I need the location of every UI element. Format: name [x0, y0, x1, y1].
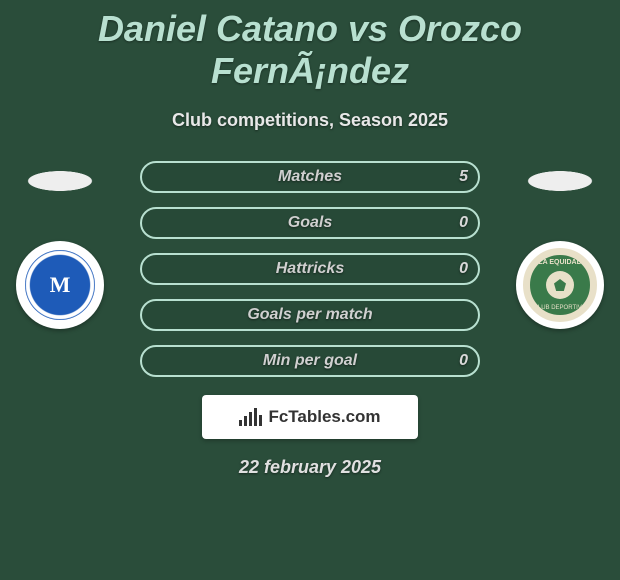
player-right-column: LA EQUIDAD CLUB DEPORTIVO [510, 161, 610, 329]
stat-label: Matches [278, 168, 342, 186]
equidad-logo-bottom-text: CLUB DEPORTIVO [534, 305, 587, 311]
stat-row-goals: Goals 0 [140, 207, 480, 239]
bar-icon-bar [259, 415, 262, 426]
stat-right-value: 5 [459, 168, 468, 186]
stat-right-value: 0 [459, 352, 468, 370]
player-right-photo-placeholder [510, 161, 610, 201]
stat-label: Goals per match [247, 306, 372, 324]
comparison-date: 22 february 2025 [0, 457, 620, 478]
comparison-content: M LA EQUIDAD CLUB DEPORTIVO Matches 5 Go… [0, 161, 620, 478]
stat-right-value: 0 [459, 260, 468, 278]
branding-badge: FcTables.com [202, 395, 418, 439]
player-left-photo-placeholder [10, 161, 110, 201]
millonarios-logo: M [25, 250, 95, 320]
comparison-subtitle: Club competitions, Season 2025 [0, 110, 620, 131]
bar-icon-bar [239, 420, 242, 426]
club-logo-right: LA EQUIDAD CLUB DEPORTIVO [516, 241, 604, 329]
stat-row-min-per-goal: Min per goal 0 [140, 345, 480, 377]
branding-text: FcTables.com [268, 407, 380, 427]
stat-row-hattricks: Hattricks 0 [140, 253, 480, 285]
bar-icon-bar [254, 408, 257, 426]
stat-label: Hattricks [276, 260, 344, 278]
stat-row-goals-per-match: Goals per match [140, 299, 480, 331]
club-logo-left: M [16, 241, 104, 329]
equidad-logo: LA EQUIDAD CLUB DEPORTIVO [523, 248, 597, 322]
bar-icon-bar [249, 412, 252, 426]
stat-row-matches: Matches 5 [140, 161, 480, 193]
bar-chart-icon [239, 408, 262, 426]
comparison-title: Daniel Catano vs Orozco FernÃ¡ndez [0, 0, 620, 92]
stat-label: Min per goal [263, 352, 357, 370]
stat-right-value: 0 [459, 214, 468, 232]
equidad-logo-top-text: LA EQUIDAD [538, 259, 581, 266]
stats-list: Matches 5 Goals 0 Hattricks 0 Goals per … [140, 161, 480, 377]
player-left-column: M [10, 161, 110, 329]
equidad-logo-ball-icon [546, 271, 574, 299]
bar-icon-bar [244, 416, 247, 426]
stat-label: Goals [288, 214, 332, 232]
